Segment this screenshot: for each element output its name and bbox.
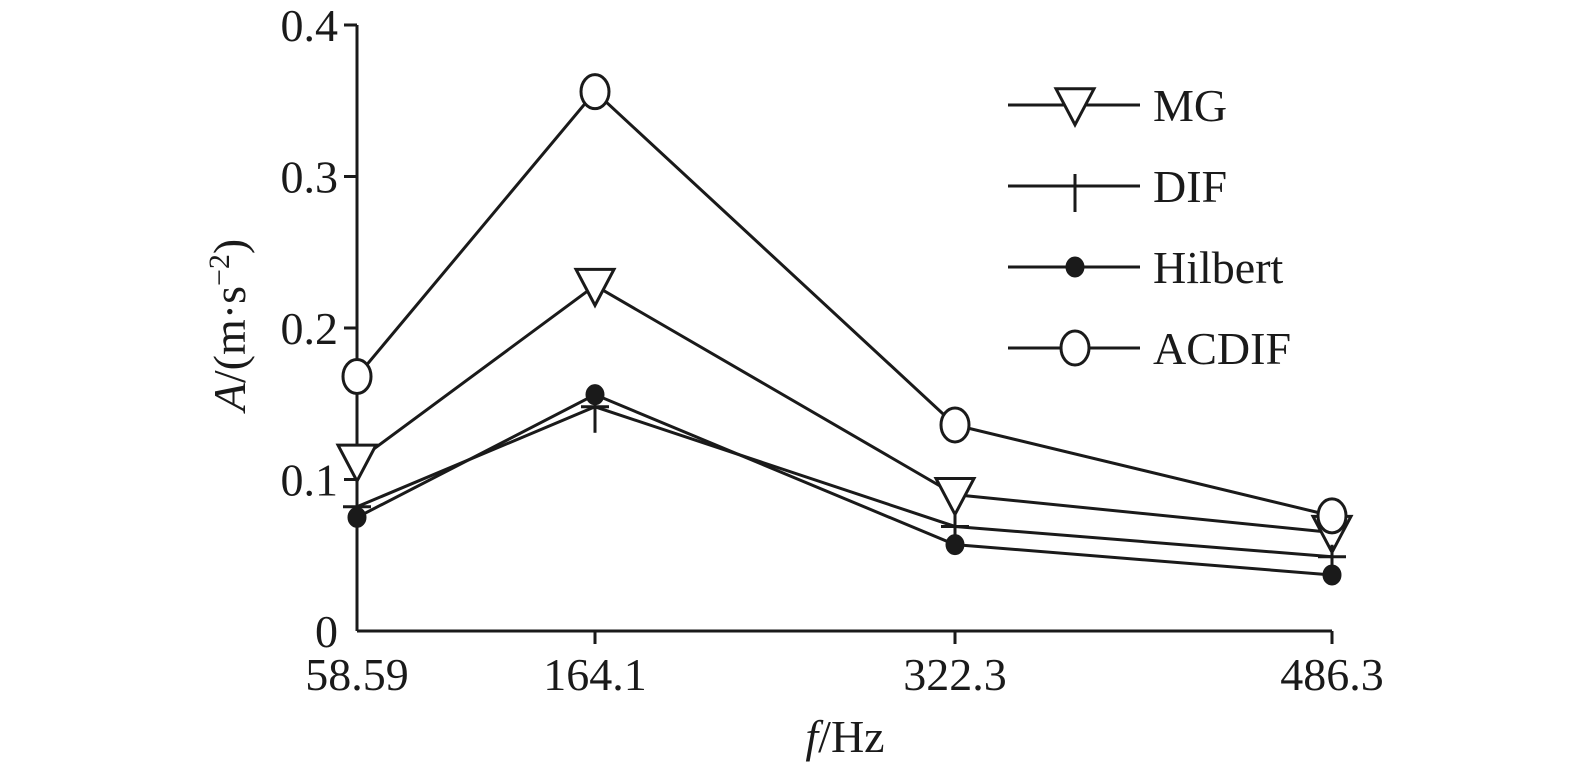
x-tick-label: 486.3: [1280, 649, 1384, 700]
series-acdif: [341, 73, 1348, 535]
legend-item-hilbert: Hilbert: [1008, 242, 1284, 293]
legend-marker-acdif: [1059, 329, 1091, 367]
y-tick-label: 0: [315, 606, 338, 657]
legend-marker-mg: [1053, 87, 1097, 129]
series-acdif-point: [579, 73, 611, 111]
y-axis-title: A/(m·s−2): [203, 239, 255, 414]
series-dif: [343, 394, 1346, 583]
x-tick-label: 58.59: [305, 649, 409, 700]
axes: 0 0.1 0.2 0.3 0.4 58.59 164.1 322.3 486.3 f/Hz A/(…: [203, 0, 1384, 762]
series-mg-point: [933, 476, 977, 518]
series-acdif-line: [355, 89, 1333, 518]
x-axis-title: f/Hz: [805, 711, 884, 762]
series-layer: [335, 73, 1354, 586]
series-hilbert-line: [356, 393, 1333, 577]
x-tick-label: 164.1: [543, 649, 647, 700]
legend-label-acdif: ACDIF: [1153, 323, 1291, 374]
legend-marker-hilbert: [1065, 256, 1085, 278]
y-tick-label: 0.3: [281, 152, 339, 203]
legend-item-acdif: ACDIF: [1008, 323, 1291, 374]
legend-item-mg: MG: [1008, 80, 1227, 131]
legend-label-hilbert: Hilbert: [1153, 242, 1284, 293]
legend-label-mg: MG: [1153, 80, 1227, 131]
series-hilbert-point: [347, 506, 367, 528]
series-mg-point: [573, 267, 617, 309]
series-acdif-point: [1316, 497, 1348, 535]
series-mg-point: [335, 443, 379, 485]
series-acdif-point: [939, 406, 971, 444]
legend: MG DIF Hilbert ACDIF: [1008, 80, 1291, 374]
y-tick-label: 0.2: [281, 303, 339, 354]
series-hilbert-point: [1322, 564, 1342, 586]
series-hilbert-point: [945, 534, 965, 556]
series-hilbert-point: [585, 384, 605, 406]
legend-label-dif: DIF: [1153, 161, 1227, 212]
y-tick-label: 0.4: [281, 0, 339, 51]
series-hilbert: [347, 384, 1342, 586]
y-tick-label: 0.1: [281, 455, 339, 506]
legend-marker-dif: [1061, 174, 1089, 212]
legend-item-dif: DIF: [1008, 161, 1227, 212]
x-tick-label: 322.3: [903, 649, 1007, 700]
series-mg-line: [356, 283, 1333, 535]
series-mg: [335, 267, 1354, 556]
series-acdif-point: [341, 357, 373, 395]
